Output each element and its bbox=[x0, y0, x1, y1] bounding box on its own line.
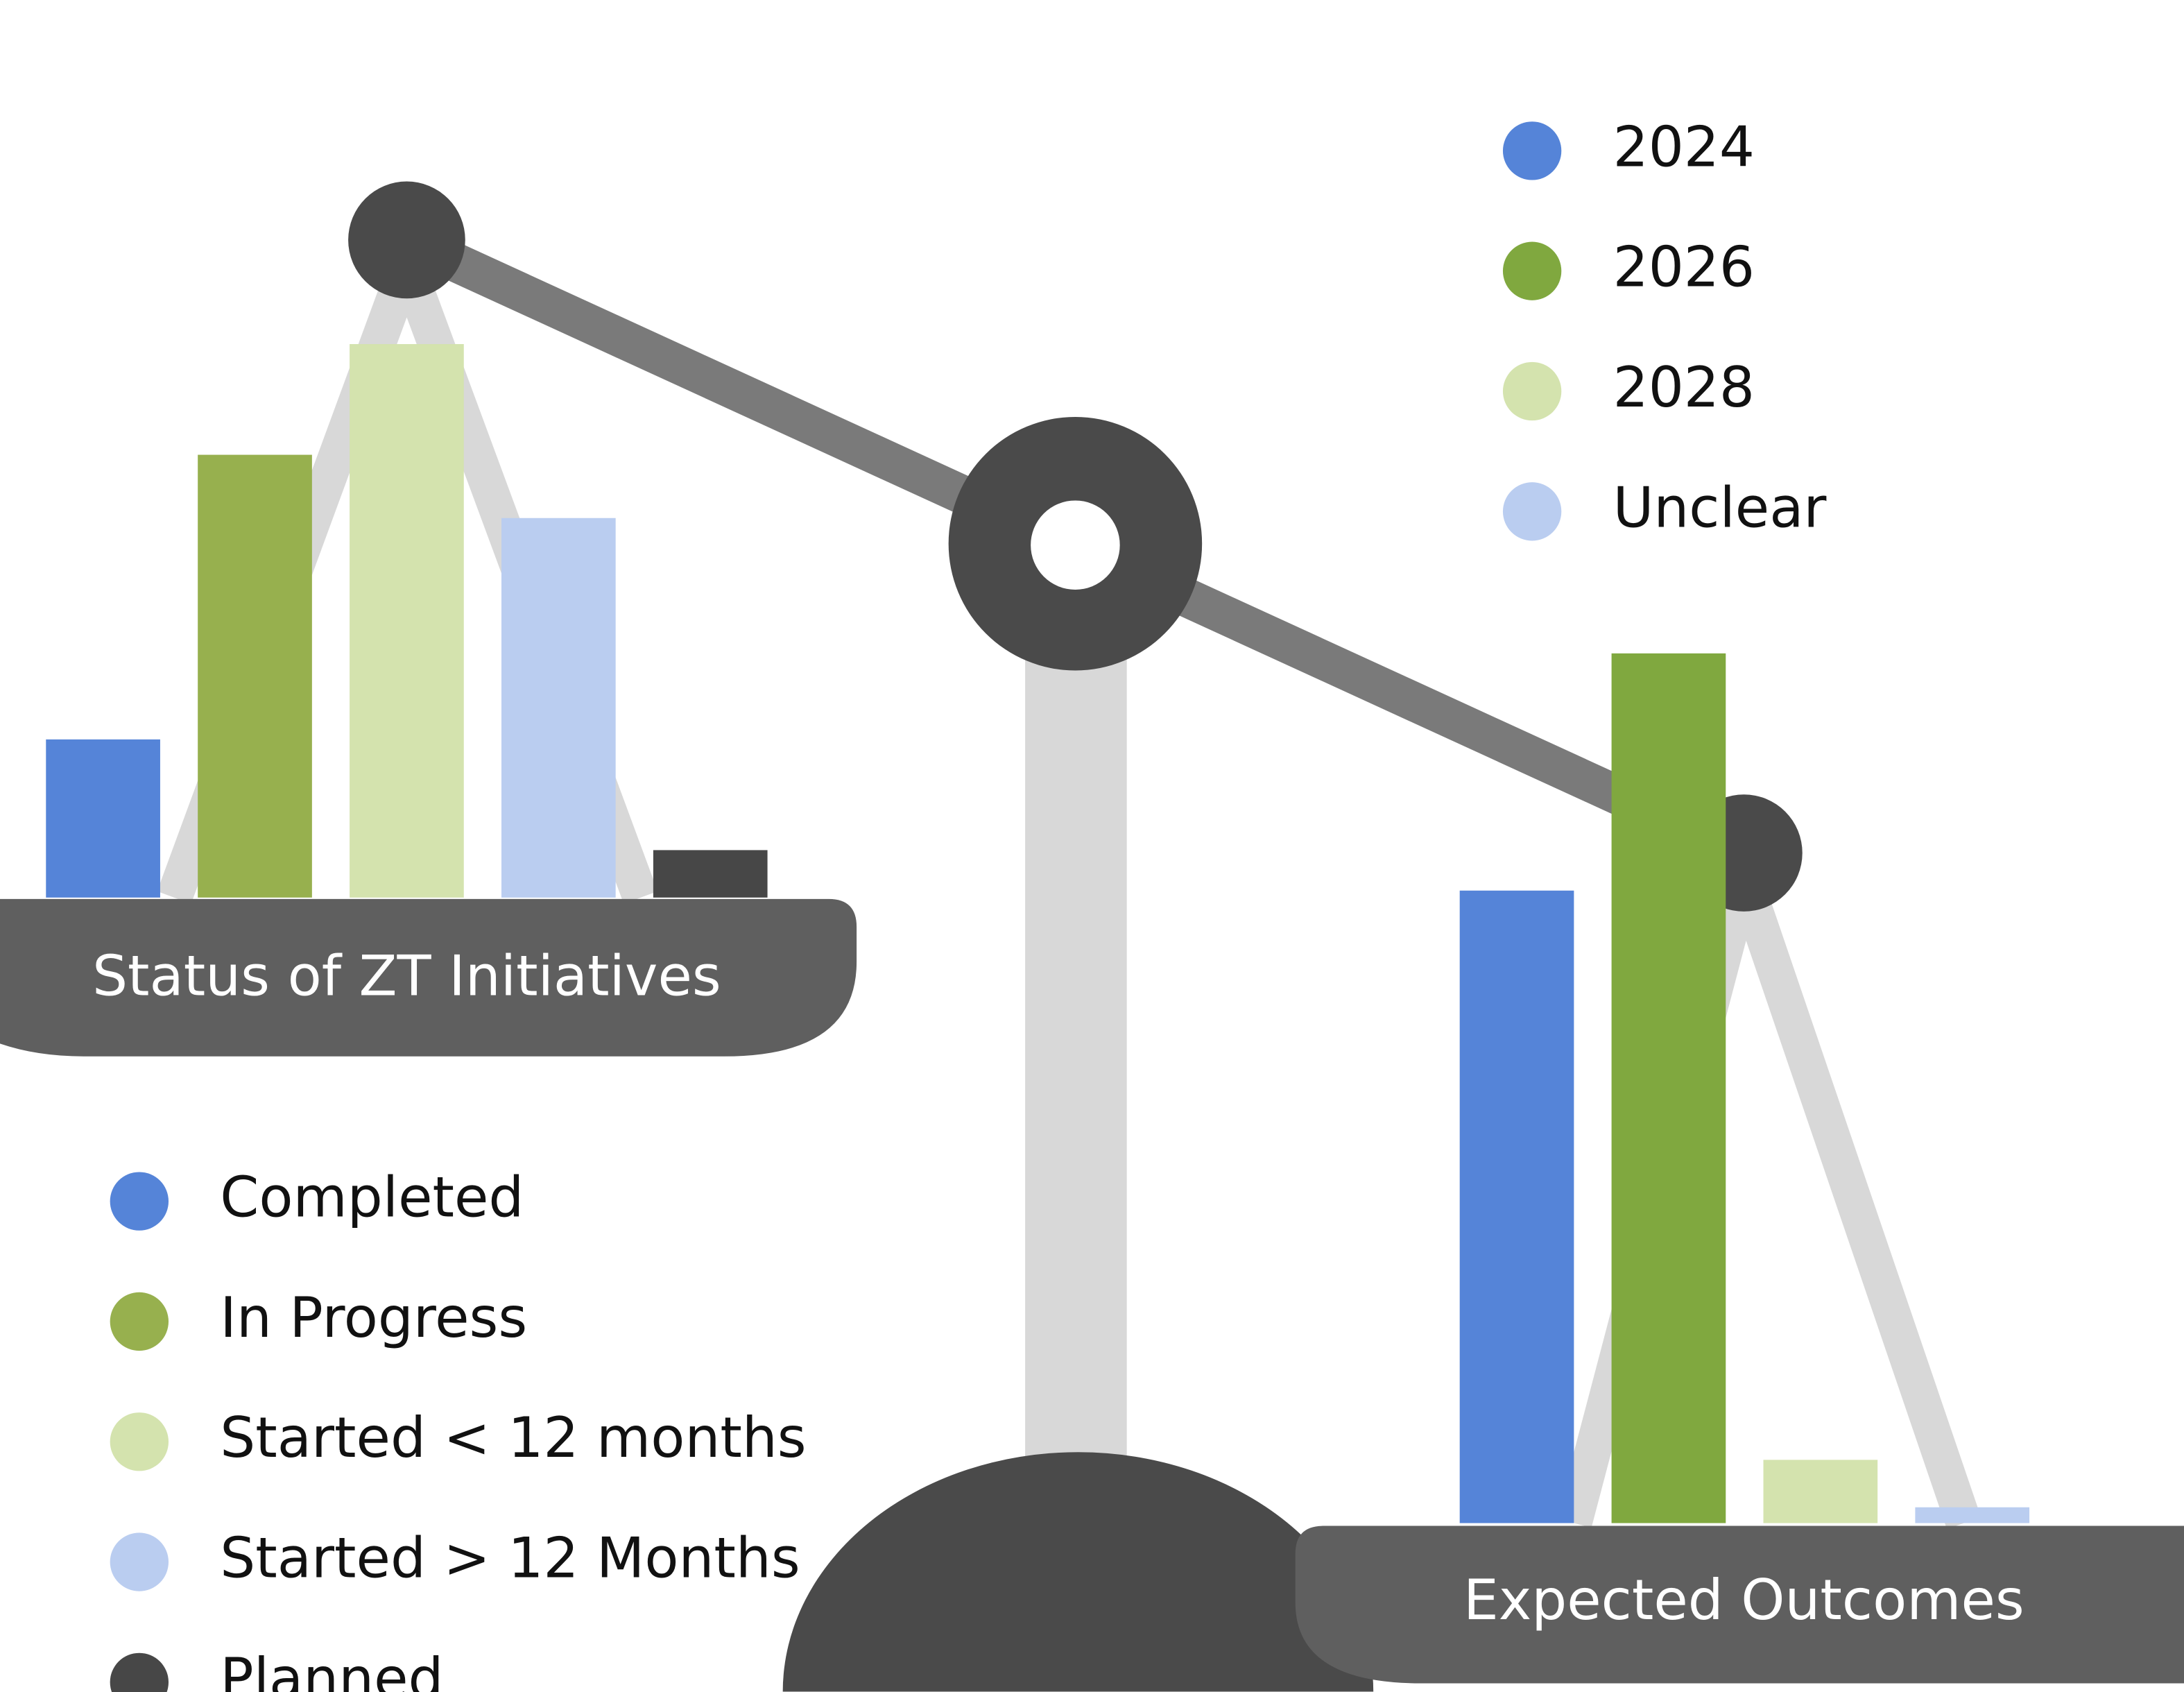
bar bbox=[350, 344, 464, 898]
pillar bbox=[1025, 641, 1127, 1463]
legend-label: Unclear bbox=[1613, 475, 1828, 540]
legend-label: 2026 bbox=[1613, 234, 1755, 300]
infographic: Status of ZT Initiatives Expected Outcom… bbox=[0, 0, 2184, 1692]
bar bbox=[653, 850, 768, 897]
legend-swatch bbox=[1503, 482, 1561, 540]
legend-swatch bbox=[110, 1172, 169, 1230]
legend-swatch bbox=[110, 1292, 169, 1351]
legend-label: Started < 12 months bbox=[220, 1405, 806, 1470]
chart-title: Status of ZT Initiatives bbox=[92, 943, 721, 1008]
bar bbox=[501, 518, 616, 898]
bar bbox=[1763, 1460, 1877, 1523]
bar bbox=[198, 455, 312, 898]
legend-label: In Progress bbox=[220, 1285, 527, 1350]
base bbox=[783, 1452, 1374, 1691]
bar bbox=[1612, 653, 1726, 1523]
legend-swatch bbox=[110, 1412, 169, 1471]
legend-label: Started > 12 Months bbox=[220, 1526, 800, 1591]
pivot-hole bbox=[1031, 500, 1120, 590]
legend-swatch bbox=[1503, 362, 1561, 420]
legend-swatch bbox=[1503, 121, 1561, 180]
bar bbox=[1460, 891, 1574, 1523]
legend-label: 2024 bbox=[1613, 114, 1755, 179]
chart-title: Expected Outcomes bbox=[1463, 1567, 2024, 1632]
legend-swatch bbox=[110, 1532, 169, 1591]
bar bbox=[1915, 1507, 2029, 1523]
legend-label: Planned bbox=[220, 1646, 443, 1692]
legend-label: 2028 bbox=[1613, 354, 1755, 420]
bar bbox=[46, 740, 160, 898]
legend-swatch bbox=[110, 1653, 169, 1692]
left-joint bbox=[348, 182, 465, 299]
legend-swatch bbox=[1503, 242, 1561, 300]
legend-label: Completed bbox=[220, 1165, 524, 1230]
